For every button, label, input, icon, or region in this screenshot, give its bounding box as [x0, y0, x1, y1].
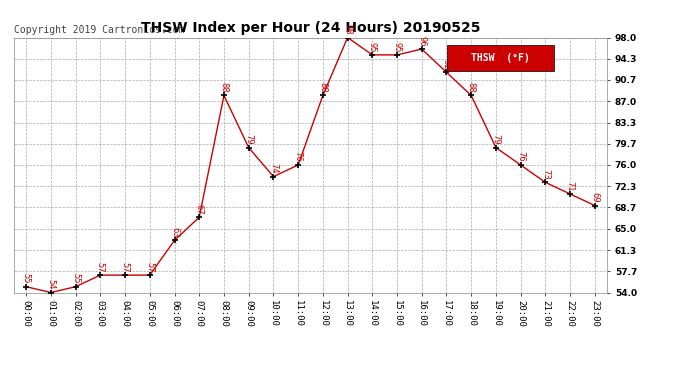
Text: THSW  (°F): THSW (°F): [471, 53, 530, 63]
Text: 69: 69: [591, 192, 600, 203]
Text: 67: 67: [195, 204, 204, 214]
Text: 88: 88: [318, 82, 327, 93]
Text: 95: 95: [368, 42, 377, 52]
Text: 73: 73: [541, 169, 550, 180]
Text: 95: 95: [393, 42, 402, 52]
Text: 74: 74: [269, 163, 278, 174]
Text: 76: 76: [294, 152, 303, 162]
Text: 63: 63: [170, 227, 179, 238]
Text: 88: 88: [466, 82, 475, 93]
FancyBboxPatch shape: [447, 45, 554, 70]
Text: Copyright 2019 Cartronics.com: Copyright 2019 Cartronics.com: [14, 25, 184, 35]
Text: 92: 92: [442, 59, 451, 69]
Text: 79: 79: [244, 134, 253, 145]
Text: 76: 76: [516, 152, 525, 162]
Text: 57: 57: [96, 262, 105, 272]
Text: 98: 98: [343, 24, 352, 35]
Text: 57: 57: [146, 262, 155, 272]
Text: 55: 55: [21, 273, 30, 284]
Title: THSW Index per Hour (24 Hours) 20190525: THSW Index per Hour (24 Hours) 20190525: [141, 21, 480, 35]
Text: 54: 54: [46, 279, 55, 290]
Text: 79: 79: [491, 134, 500, 145]
Text: 88: 88: [219, 82, 228, 93]
Text: 96: 96: [417, 36, 426, 46]
Text: 71: 71: [566, 181, 575, 191]
Text: 57: 57: [121, 262, 130, 272]
Text: 55: 55: [71, 273, 80, 284]
